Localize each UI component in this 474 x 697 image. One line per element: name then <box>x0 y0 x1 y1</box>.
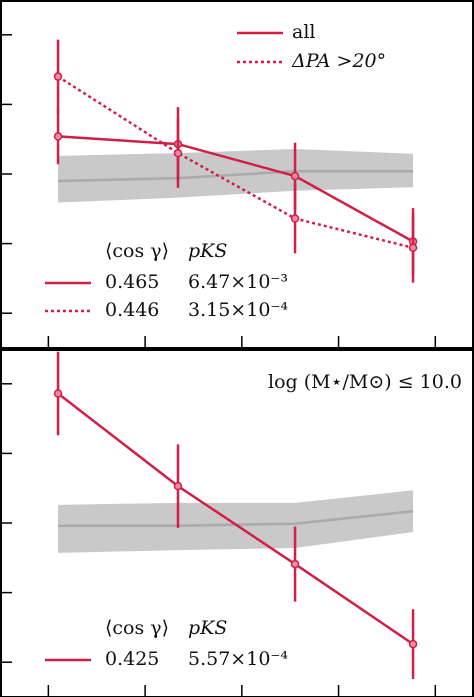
marker <box>408 639 418 649</box>
table-header: ⟨cos γ⟩ <box>105 617 169 639</box>
table-cell: 6.47×10⁻³ <box>188 271 288 293</box>
marker <box>290 214 300 223</box>
series-line <box>57 135 414 243</box>
table-cell: 0.465 <box>105 271 159 293</box>
series-line <box>57 75 414 249</box>
marker <box>173 481 183 491</box>
annotation: log (M⋆/M⊙) ≤ 10.0 <box>268 371 462 393</box>
table-cell: 5.57×10⁻⁴ <box>188 648 288 670</box>
table-header: pKS <box>188 617 227 639</box>
marker <box>408 243 418 253</box>
marker <box>290 171 300 181</box>
table-cell: 3.15×10⁻⁴ <box>188 299 288 321</box>
legend-label: all <box>292 21 315 43</box>
series-line <box>57 392 414 646</box>
table-cell: 0.425 <box>105 648 159 670</box>
marker <box>290 559 300 569</box>
legend-label: ΔPA >20° <box>291 50 386 72</box>
marker <box>53 132 63 141</box>
table-cell: 0.446 <box>105 299 159 321</box>
table-header: pKS <box>188 240 227 262</box>
band <box>58 490 414 553</box>
marker <box>53 72 63 81</box>
table-header: ⟨cos γ⟩ <box>105 240 169 262</box>
marker <box>53 389 63 398</box>
marker <box>173 148 183 158</box>
band-median <box>58 169 414 183</box>
